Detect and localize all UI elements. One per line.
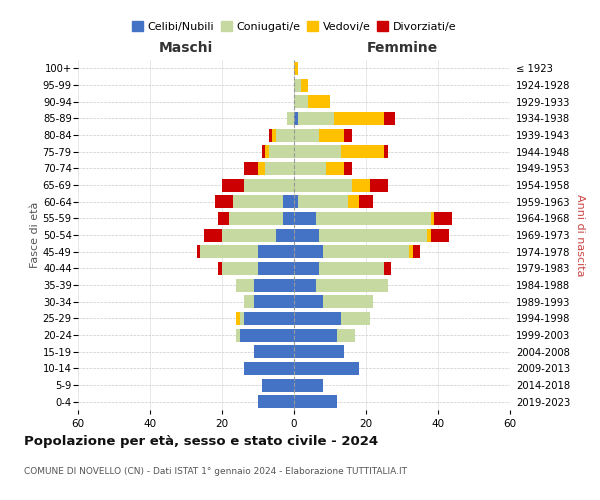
Bar	[348, 195, 359, 208]
Bar	[359, 195, 373, 208]
Bar	[308, 95, 330, 108]
Bar	[294, 78, 301, 92]
Bar	[334, 112, 384, 125]
Bar	[236, 328, 240, 342]
Bar	[254, 278, 294, 291]
Bar	[294, 295, 323, 308]
Bar	[434, 212, 452, 225]
Bar	[294, 195, 298, 208]
Bar	[344, 162, 352, 175]
Text: Popolazione per età, sesso e stato civile - 2024: Popolazione per età, sesso e stato civil…	[24, 435, 378, 448]
Bar	[276, 128, 294, 141]
Bar	[204, 228, 222, 241]
Bar	[352, 178, 370, 192]
Bar	[240, 328, 294, 342]
Bar	[319, 262, 384, 275]
Bar	[244, 178, 294, 192]
Bar	[294, 395, 337, 408]
Bar	[323, 245, 409, 258]
Bar	[319, 128, 344, 141]
Bar	[344, 128, 352, 141]
Bar	[431, 212, 434, 225]
Text: Femmine: Femmine	[367, 41, 437, 55]
Bar	[218, 212, 229, 225]
Bar	[283, 212, 294, 225]
Bar	[265, 145, 269, 158]
Bar	[229, 212, 283, 225]
Text: Maschi: Maschi	[159, 41, 213, 55]
Bar	[384, 112, 395, 125]
Bar	[294, 112, 298, 125]
Bar	[294, 162, 326, 175]
Bar	[294, 345, 344, 358]
Bar	[200, 245, 258, 258]
Bar	[294, 362, 359, 375]
Bar	[244, 312, 294, 325]
Bar	[294, 145, 341, 158]
Bar	[197, 245, 200, 258]
Bar	[409, 245, 413, 258]
Bar	[236, 312, 240, 325]
Bar	[258, 395, 294, 408]
Bar	[258, 245, 294, 258]
Bar	[427, 228, 431, 241]
Bar	[262, 378, 294, 392]
Bar	[294, 178, 352, 192]
Bar	[384, 262, 391, 275]
Bar	[316, 278, 388, 291]
Bar	[294, 262, 319, 275]
Bar	[294, 212, 316, 225]
Bar	[287, 112, 294, 125]
Legend: Celibi/Nubili, Coniugati/e, Vedovi/e, Divorziati/e: Celibi/Nubili, Coniugati/e, Vedovi/e, Di…	[127, 16, 461, 36]
Bar	[301, 78, 308, 92]
Bar	[215, 195, 233, 208]
Bar	[294, 328, 337, 342]
Bar	[244, 162, 258, 175]
Bar	[283, 195, 294, 208]
Bar	[341, 145, 384, 158]
Bar	[222, 178, 244, 192]
Bar	[233, 195, 283, 208]
Bar	[265, 162, 294, 175]
Bar	[258, 262, 294, 275]
Bar	[272, 128, 276, 141]
Bar	[222, 262, 258, 275]
Bar	[384, 145, 388, 158]
Bar	[276, 228, 294, 241]
Bar	[319, 228, 427, 241]
Bar	[244, 295, 254, 308]
Bar	[294, 245, 323, 258]
Y-axis label: Anni di nascita: Anni di nascita	[575, 194, 584, 276]
Bar	[413, 245, 420, 258]
Bar	[294, 62, 298, 75]
Bar	[298, 112, 334, 125]
Bar	[254, 295, 294, 308]
Bar	[254, 345, 294, 358]
Bar	[218, 262, 222, 275]
Bar	[326, 162, 344, 175]
Bar	[294, 278, 316, 291]
Bar	[240, 312, 244, 325]
Bar	[337, 328, 355, 342]
Bar	[298, 195, 348, 208]
Bar	[262, 145, 265, 158]
Bar	[294, 228, 319, 241]
Bar	[258, 162, 265, 175]
Bar	[269, 128, 272, 141]
Bar	[294, 128, 319, 141]
Bar	[294, 378, 323, 392]
Bar	[222, 228, 276, 241]
Bar	[294, 312, 341, 325]
Y-axis label: Fasce di età: Fasce di età	[30, 202, 40, 268]
Text: COMUNE DI NOVELLO (CN) - Dati ISTAT 1° gennaio 2024 - Elaborazione TUTTITALIA.IT: COMUNE DI NOVELLO (CN) - Dati ISTAT 1° g…	[24, 468, 407, 476]
Bar	[236, 278, 254, 291]
Bar	[431, 228, 449, 241]
Bar	[269, 145, 294, 158]
Bar	[316, 212, 431, 225]
Bar	[370, 178, 388, 192]
Bar	[341, 312, 370, 325]
Bar	[294, 95, 308, 108]
Bar	[244, 362, 294, 375]
Bar	[323, 295, 373, 308]
